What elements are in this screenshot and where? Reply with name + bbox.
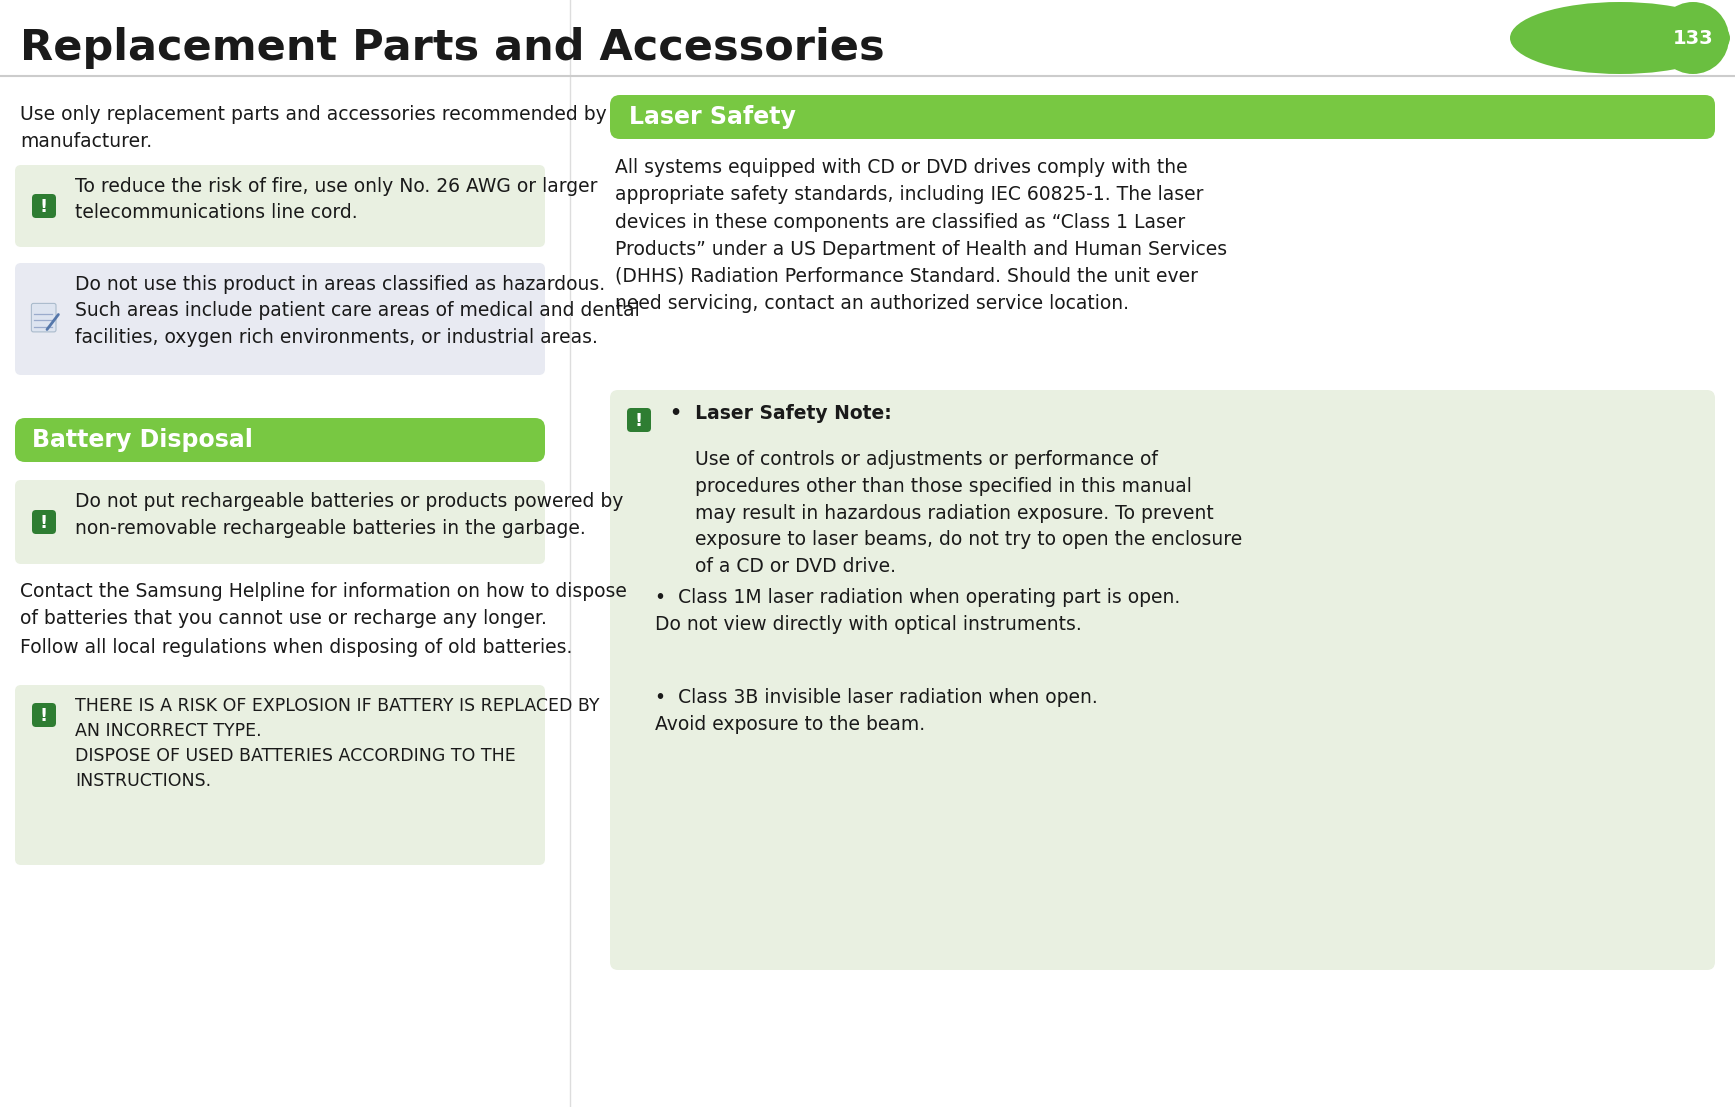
FancyBboxPatch shape xyxy=(16,263,545,375)
FancyBboxPatch shape xyxy=(31,510,56,534)
Ellipse shape xyxy=(1509,2,1730,74)
Text: Use only replacement parts and accessories recommended by
manufacturer.: Use only replacement parts and accessori… xyxy=(21,105,607,152)
FancyBboxPatch shape xyxy=(16,418,545,462)
Text: Appendix: Appendix xyxy=(1542,41,1614,53)
FancyBboxPatch shape xyxy=(16,165,545,247)
Text: !: ! xyxy=(40,198,49,216)
FancyBboxPatch shape xyxy=(611,390,1714,970)
Text: 133: 133 xyxy=(1673,29,1714,48)
FancyBboxPatch shape xyxy=(31,703,56,727)
FancyBboxPatch shape xyxy=(31,194,56,218)
Text: Replacement Parts and Accessories: Replacement Parts and Accessories xyxy=(21,27,885,69)
Text: •  Laser Safety Note:: • Laser Safety Note: xyxy=(670,404,892,423)
FancyBboxPatch shape xyxy=(16,480,545,563)
Text: !: ! xyxy=(40,514,49,532)
Text: All systems equipped with CD or DVD drives comply with the
appropriate safety st: All systems equipped with CD or DVD driv… xyxy=(614,158,1227,313)
Text: Battery Disposal: Battery Disposal xyxy=(31,428,253,452)
Text: Chapter 5.: Chapter 5. xyxy=(1539,23,1617,37)
FancyBboxPatch shape xyxy=(31,303,56,332)
Text: THERE IS A RISK OF EXPLOSION IF BATTERY IS REPLACED BY
AN INCORRECT TYPE.
DISPOS: THERE IS A RISK OF EXPLOSION IF BATTERY … xyxy=(75,697,600,790)
Text: !: ! xyxy=(635,412,644,430)
FancyBboxPatch shape xyxy=(626,408,651,432)
Text: To reduce the risk of fire, use only No. 26 AWG or larger
telecommunications lin: To reduce the risk of fire, use only No.… xyxy=(75,177,597,223)
Text: Contact the Samsung Helpline for information on how to dispose
of batteries that: Contact the Samsung Helpline for informa… xyxy=(21,582,626,629)
Text: Follow all local regulations when disposing of old batteries.: Follow all local regulations when dispos… xyxy=(21,638,573,656)
Text: Do not put rechargeable batteries or products powered by
non-removable rechargea: Do not put rechargeable batteries or pro… xyxy=(75,492,623,538)
Circle shape xyxy=(1657,2,1730,74)
FancyBboxPatch shape xyxy=(611,95,1714,139)
Text: Laser Safety: Laser Safety xyxy=(630,105,796,130)
Text: •  Class 3B invisible laser radiation when open.
Avoid exposure to the beam.: • Class 3B invisible laser radiation whe… xyxy=(656,687,1098,734)
Text: •  Class 1M laser radiation when operating part is open.
Do not view directly wi: • Class 1M laser radiation when operatin… xyxy=(656,588,1180,634)
Text: Use of controls or adjustments or performance of
procedures other than those spe: Use of controls or adjustments or perfor… xyxy=(696,451,1242,577)
Text: Do not use this product in areas classified as hazardous.
Such areas include pat: Do not use this product in areas classif… xyxy=(75,275,640,346)
Text: !: ! xyxy=(40,707,49,725)
FancyBboxPatch shape xyxy=(16,685,545,865)
